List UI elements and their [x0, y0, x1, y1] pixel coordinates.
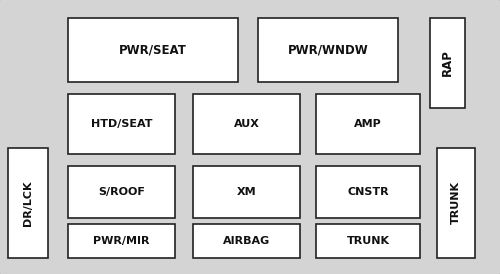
Text: AUX: AUX	[234, 119, 260, 129]
Text: CNSTR: CNSTR	[347, 187, 389, 197]
Text: RAP: RAP	[441, 50, 454, 76]
Bar	[68, 94, 175, 154]
Text: AIRBAG: AIRBAG	[223, 236, 270, 246]
Bar	[258, 18, 398, 82]
Bar	[68, 224, 175, 258]
Text: DR/LCK: DR/LCK	[23, 180, 33, 226]
Bar	[68, 166, 175, 218]
Text: HTD/SEAT: HTD/SEAT	[91, 119, 152, 129]
Bar	[193, 166, 300, 218]
Bar	[193, 94, 300, 154]
Text: TRUNK: TRUNK	[346, 236, 390, 246]
Text: AMP: AMP	[354, 119, 382, 129]
Bar	[316, 166, 420, 218]
Bar	[316, 224, 420, 258]
Text: TRUNK: TRUNK	[451, 181, 461, 224]
Text: PWR/SEAT: PWR/SEAT	[119, 44, 187, 56]
Bar	[193, 224, 300, 258]
Text: XM: XM	[236, 187, 256, 197]
Bar	[316, 94, 420, 154]
Bar	[437, 148, 475, 258]
Text: PWR/MIR: PWR/MIR	[93, 236, 150, 246]
Bar	[68, 18, 238, 82]
Bar	[8, 148, 48, 258]
Bar	[430, 18, 465, 108]
Text: S/ROOF: S/ROOF	[98, 187, 145, 197]
Text: PWR/WNDW: PWR/WNDW	[288, 44, 368, 56]
